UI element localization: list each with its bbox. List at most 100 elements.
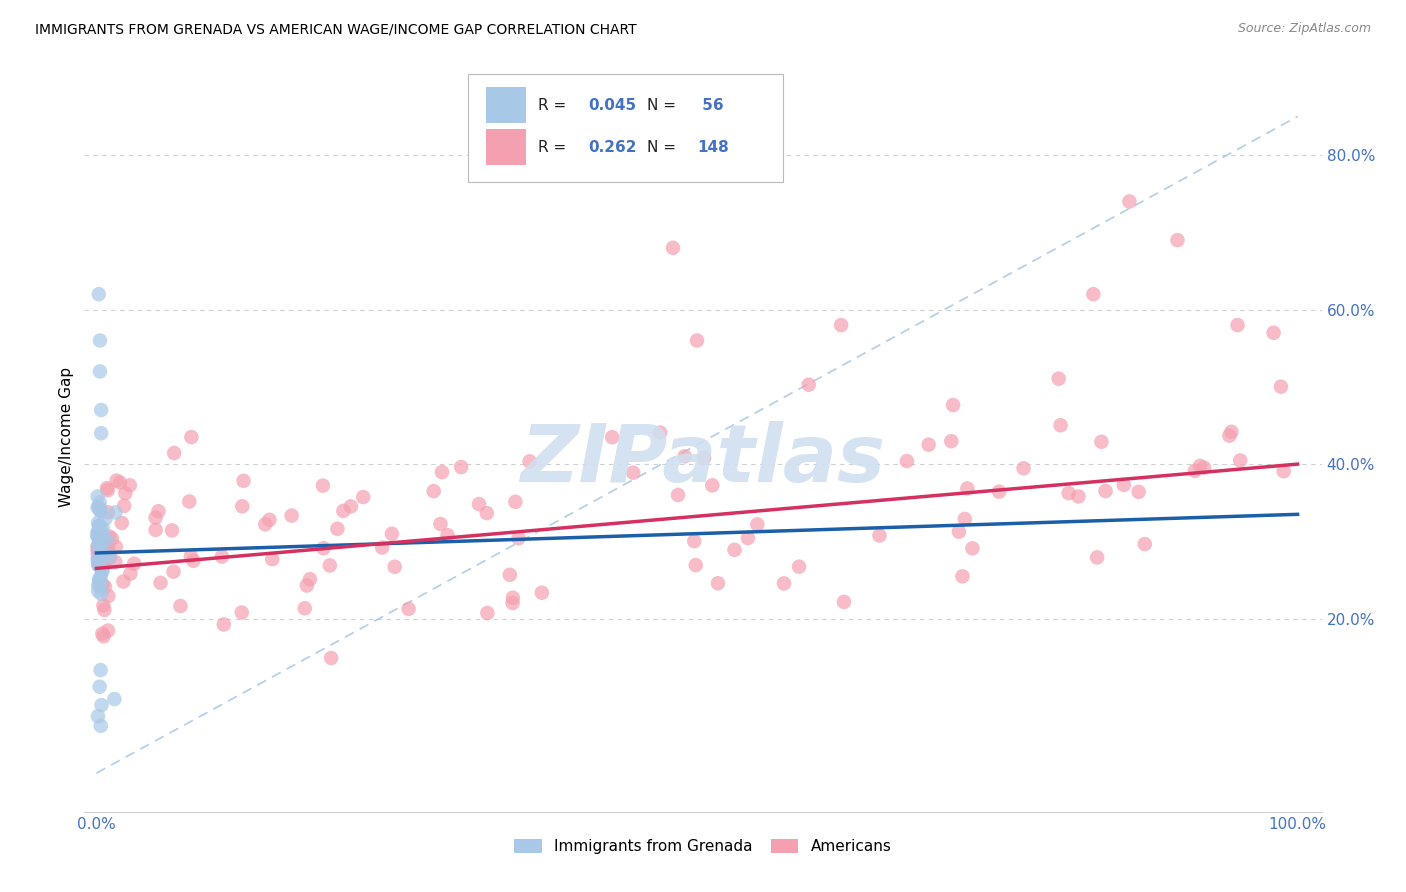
Point bbox=[1226, 318, 1249, 332]
Point bbox=[145, 510, 167, 524]
Point bbox=[787, 559, 810, 574]
Point bbox=[183, 554, 205, 568]
Point bbox=[101, 532, 124, 546]
Point bbox=[86, 530, 108, 544]
Point bbox=[505, 495, 527, 509]
Point bbox=[422, 484, 444, 499]
Point bbox=[319, 558, 342, 573]
Point bbox=[90, 719, 112, 733]
Point bbox=[530, 585, 553, 599]
Point bbox=[91, 558, 114, 573]
Point bbox=[1094, 484, 1116, 499]
Point bbox=[1012, 461, 1035, 475]
Point bbox=[436, 528, 458, 542]
Point bbox=[956, 482, 979, 496]
Point bbox=[1166, 233, 1188, 247]
Point bbox=[502, 596, 524, 610]
Point bbox=[89, 680, 111, 694]
Point bbox=[942, 398, 965, 412]
Point bbox=[90, 587, 112, 601]
Point bbox=[89, 530, 111, 544]
Point bbox=[97, 624, 120, 638]
Point bbox=[87, 576, 110, 591]
Bar bbox=[486, 129, 526, 165]
Point bbox=[120, 566, 142, 581]
Point bbox=[683, 534, 706, 549]
Point bbox=[97, 529, 120, 543]
Point bbox=[398, 602, 420, 616]
Point bbox=[91, 521, 114, 535]
Point bbox=[87, 540, 110, 554]
Point bbox=[212, 617, 235, 632]
Point bbox=[96, 538, 118, 552]
Point bbox=[90, 426, 112, 441]
Point bbox=[1047, 372, 1070, 386]
Point bbox=[1085, 550, 1108, 565]
Point bbox=[918, 437, 941, 451]
Point bbox=[180, 549, 202, 564]
Point bbox=[122, 557, 145, 571]
Text: R =: R = bbox=[538, 140, 572, 154]
Point bbox=[468, 497, 491, 511]
Point bbox=[86, 552, 108, 566]
Point bbox=[499, 567, 522, 582]
Point bbox=[87, 557, 110, 571]
Point bbox=[96, 533, 118, 547]
Point bbox=[1133, 537, 1156, 551]
Point bbox=[105, 474, 128, 488]
Point bbox=[86, 525, 108, 540]
Point bbox=[98, 551, 121, 566]
Point bbox=[94, 549, 117, 563]
Y-axis label: Wage/Income Gap: Wage/Income Gap bbox=[59, 367, 75, 508]
Point bbox=[231, 606, 253, 620]
Point bbox=[693, 450, 716, 465]
Point bbox=[1090, 434, 1112, 449]
Point bbox=[87, 551, 110, 566]
Point bbox=[231, 500, 253, 514]
Point bbox=[89, 334, 111, 348]
Text: IMMIGRANTS FROM GRENADA VS AMERICAN WAGE/INCOME GAP CORRELATION CHART: IMMIGRANTS FROM GRENADA VS AMERICAN WAGE… bbox=[35, 22, 637, 37]
Point bbox=[90, 663, 112, 677]
Point bbox=[93, 603, 115, 617]
Point bbox=[94, 553, 117, 567]
Point bbox=[149, 575, 172, 590]
Point bbox=[948, 524, 970, 539]
Point bbox=[94, 580, 117, 594]
Text: ZIPatlas: ZIPatlas bbox=[520, 420, 886, 499]
Point bbox=[702, 478, 724, 492]
Point bbox=[773, 576, 796, 591]
Point bbox=[508, 531, 530, 545]
Point bbox=[262, 552, 284, 566]
Point bbox=[352, 490, 374, 504]
Point bbox=[87, 558, 110, 572]
Point bbox=[1189, 458, 1212, 473]
Point bbox=[97, 541, 120, 556]
Point bbox=[89, 536, 111, 550]
Point bbox=[254, 517, 277, 532]
Point bbox=[502, 591, 524, 605]
Point bbox=[86, 490, 108, 504]
Point bbox=[86, 500, 108, 515]
Point bbox=[87, 709, 110, 723]
Point bbox=[87, 532, 110, 546]
Point bbox=[312, 541, 335, 556]
Point bbox=[87, 543, 110, 558]
Point bbox=[259, 513, 281, 527]
Point bbox=[93, 629, 115, 643]
Point bbox=[89, 533, 111, 548]
Point bbox=[89, 501, 111, 516]
Point bbox=[104, 555, 127, 569]
Point bbox=[91, 564, 114, 578]
Point bbox=[160, 524, 183, 538]
Point bbox=[321, 651, 343, 665]
Point bbox=[90, 698, 112, 712]
Text: 148: 148 bbox=[697, 140, 728, 154]
Point bbox=[93, 599, 115, 613]
Point bbox=[90, 528, 112, 542]
Point bbox=[662, 241, 685, 255]
Point bbox=[94, 512, 117, 526]
Point bbox=[89, 573, 111, 587]
Point bbox=[87, 584, 110, 599]
Point bbox=[90, 532, 112, 546]
Point bbox=[1057, 486, 1080, 500]
